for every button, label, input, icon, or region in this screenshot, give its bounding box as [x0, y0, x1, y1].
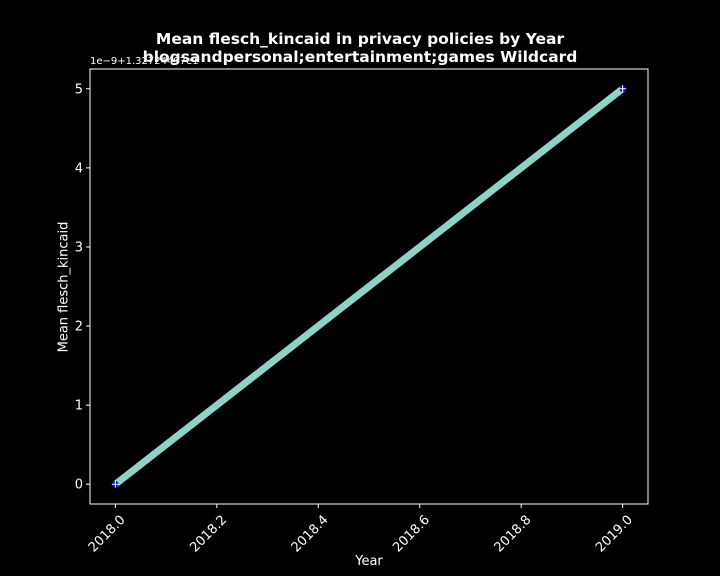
- y-tick-label: 0: [75, 478, 83, 493]
- series-group: [111, 85, 627, 488]
- x-tick-label: 2018.2: [187, 513, 230, 556]
- y-axis-label: Mean flesch_kincaid: [56, 221, 72, 353]
- x-tick-label: 2018.4: [289, 513, 332, 556]
- chart-title-line-1: Mean flesch_kincaid in privacy policies …: [155, 30, 565, 48]
- data-point-cross: [111, 480, 119, 488]
- y-axis-ticks: 0 1 2 3 4 5: [75, 82, 90, 493]
- x-tick-label: 2018.6: [390, 513, 433, 556]
- x-tick-label: 2018.8: [492, 513, 535, 556]
- x-tick-label: 2019.0: [593, 513, 636, 556]
- x-axis-ticks: 2018.0 2018.2 2018.4 2018.6 2018.8 2019.0: [86, 504, 636, 555]
- x-axis-label: Year: [355, 554, 383, 569]
- y-axis-offset-text: 1e−9+1.32724497e1: [90, 56, 199, 67]
- data-point-cross: [619, 85, 627, 93]
- y-tick-label: 5: [75, 82, 83, 97]
- y-tick-label: 2: [75, 320, 83, 335]
- y-tick-label: 3: [75, 240, 83, 255]
- y-tick-label: 4: [75, 161, 83, 176]
- x-tick-label: 2018.0: [86, 513, 129, 556]
- chart-title-line-2: blogsandpersonal;entertainment;games Wil…: [142, 48, 578, 66]
- y-tick-label: 1: [75, 399, 83, 414]
- series-line: [113, 86, 625, 487]
